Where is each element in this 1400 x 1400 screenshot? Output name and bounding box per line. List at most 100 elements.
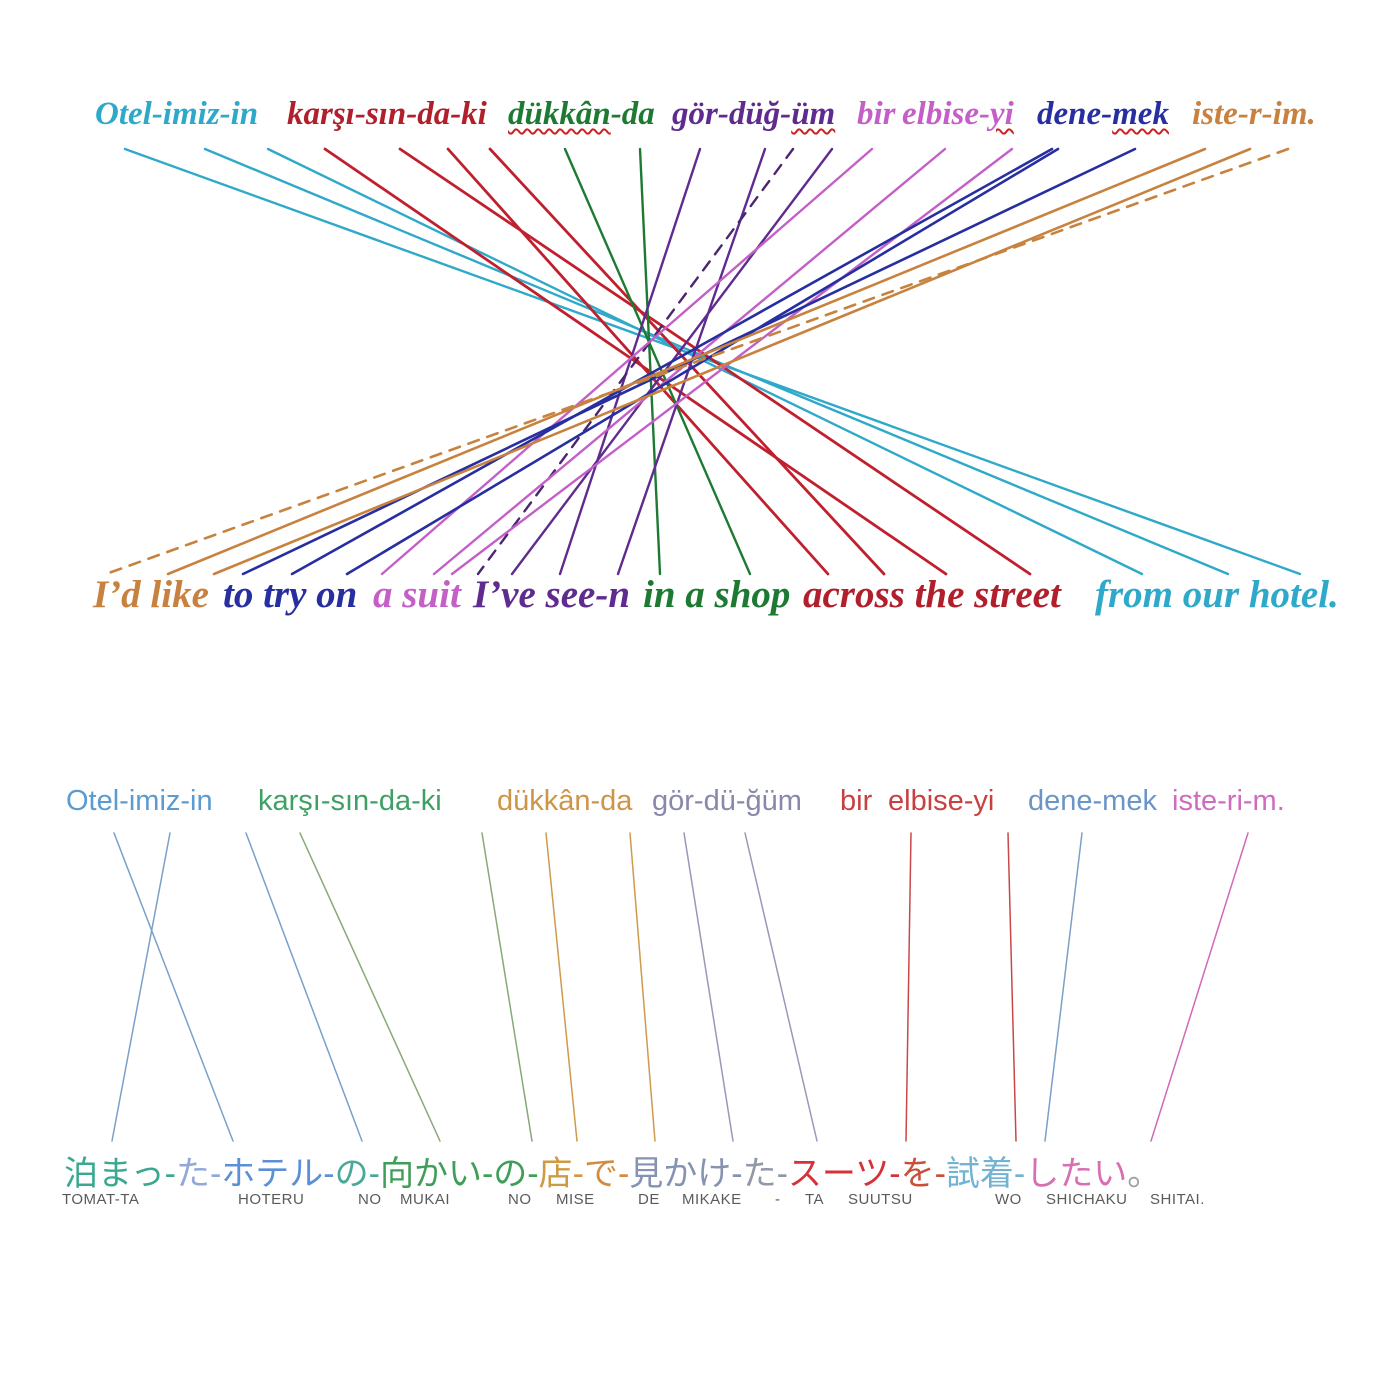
- japanese-hyphen: -: [572, 1155, 584, 1193]
- turkish-word: dükkân-da: [508, 96, 655, 132]
- alignment-line: [638, 147, 662, 576]
- japanese-token: で: [583, 1155, 618, 1193]
- japanese-sentence: 泊まっ-た-ホテル-の-向かい-の-店-で-見かけ-た-スーツ-を-試着-したい…: [64, 1146, 1161, 1195]
- japanese-token: た: [742, 1155, 777, 1193]
- turkish-word: elbise-yi: [888, 785, 995, 818]
- turkish-word-part: Otel-imiz-in: [66, 785, 213, 817]
- english-phrase: I’d like: [93, 573, 209, 617]
- japanese-token: 向かい: [379, 1155, 482, 1193]
- romaji-token: NO: [508, 1191, 532, 1208]
- japanese-token: 。: [1127, 1155, 1162, 1193]
- turkish-word-part: dükkân: [508, 96, 611, 132]
- alignment-line: [683, 832, 734, 1142]
- turkish-word: dene-mek: [1037, 96, 1169, 132]
- alignment-line-dashed: [104, 147, 1290, 576]
- japanese-token: 店: [538, 1155, 573, 1193]
- alignment-line: [113, 832, 234, 1142]
- romaji-token: SUUTSU: [848, 1191, 913, 1208]
- alignment-line: [446, 147, 830, 576]
- japanese-token: の: [334, 1155, 369, 1193]
- romaji-token: NO: [358, 1191, 382, 1208]
- english-phrase-part: I’ve see-n: [473, 573, 631, 616]
- romaji-token: MUKAI: [400, 1191, 451, 1208]
- japanese-hyphen: -: [934, 1155, 946, 1193]
- turkish-word-part: bir: [857, 96, 896, 132]
- english-phrase-part: I’d like: [93, 573, 209, 616]
- romaji-token: SHICHAKU: [1046, 1191, 1128, 1208]
- turkish-word: elbise-yi: [902, 96, 1014, 132]
- japanese-hyphen: -: [731, 1155, 743, 1193]
- turkish-word-part: dükkân-da: [497, 785, 633, 817]
- japanese-hyphen: -: [164, 1155, 176, 1193]
- japanese-hyphen: -: [368, 1155, 380, 1193]
- alignment-line: [1007, 832, 1017, 1142]
- turkish-word: karşı-sın-da-ki: [287, 96, 487, 132]
- japanese-hyphen: -: [889, 1155, 901, 1193]
- english-phrase: from our hotel.: [1095, 573, 1339, 617]
- turkish-word-part: gör-dü-ğüm: [652, 785, 802, 817]
- alignment-line-dashed: [476, 147, 795, 576]
- alignment-line: [563, 147, 752, 576]
- japanese-token: スーツ: [787, 1155, 890, 1193]
- turkish-word-part: bir: [840, 785, 873, 817]
- turkish-word: Otel-imiz-in: [95, 96, 258, 132]
- romaji-token: SHITAI.: [1150, 1191, 1205, 1208]
- english-phrase-part: to try on: [223, 573, 358, 616]
- english-phrase-part: across the street: [803, 573, 1061, 616]
- alignment-line: [212, 147, 1252, 576]
- alignment-line: [166, 147, 1207, 576]
- romaji-token: TA: [805, 1191, 825, 1208]
- turkish-word-part: mek: [1112, 96, 1169, 132]
- alignment-line: [111, 832, 171, 1142]
- turkish-word-part: elbise-: [902, 96, 990, 132]
- japanese-hyphen: -: [776, 1155, 788, 1193]
- romaji-token: MISE: [556, 1191, 595, 1208]
- english-phrase-part: from our hotel.: [1095, 573, 1339, 616]
- turkish-word-part: gör-düğ-: [672, 96, 792, 132]
- alignment-line: [481, 832, 533, 1142]
- japanese-token: 泊まっ: [64, 1155, 165, 1193]
- alignment-line: [1150, 832, 1249, 1142]
- alignment-line: [558, 147, 702, 576]
- japanese-hyphen: -: [481, 1155, 494, 1193]
- turkish-word-part: iste-r-im.: [1192, 96, 1316, 132]
- turkish-word-part: yi: [989, 96, 1014, 132]
- romaji-token: TOMAT-TA: [62, 1191, 140, 1208]
- turkish-word: bir: [857, 96, 896, 132]
- turkish-word: gör-dü-ğüm: [652, 785, 802, 818]
- romaji-token: HOTERU: [238, 1191, 305, 1208]
- turkish-word: Otel-imiz-in: [66, 785, 213, 818]
- japanese-token: た: [175, 1155, 210, 1193]
- turkish-word-part: karşı-sın-da-ki: [258, 785, 442, 817]
- japanese-hyphen: -: [1013, 1155, 1026, 1193]
- japanese-token: 見かけ: [629, 1155, 732, 1193]
- english-phrase: across the street: [803, 573, 1061, 617]
- english-phrase: a suit: [373, 573, 461, 617]
- romaji-token: WO: [995, 1191, 1022, 1208]
- alignment-line: [1044, 832, 1083, 1142]
- turkish-word: iste-r-im.: [1192, 96, 1316, 132]
- turkish-word: dükkân-da: [497, 785, 633, 818]
- japanese-hyphen: -: [527, 1155, 539, 1193]
- japanese-token: 試着: [945, 1155, 1014, 1193]
- turkish-word-part: elbise-yi: [888, 785, 995, 817]
- romaji-token: MIKAKE: [682, 1191, 742, 1208]
- japanese-token: ホテル: [221, 1155, 324, 1193]
- english-phrase-part: in a shop: [643, 573, 791, 616]
- turkish-word: bir: [840, 785, 873, 818]
- turkish-word-part: Otel-imiz-in: [95, 96, 259, 132]
- alignment-line: [345, 147, 1060, 576]
- japanese-token: を: [900, 1155, 935, 1193]
- turkish-word-part: dene-mek: [1028, 785, 1157, 817]
- turkish-word: karşı-sın-da-ki: [258, 785, 442, 818]
- alignment-line: [905, 832, 912, 1142]
- alignment-line: [398, 147, 1032, 576]
- alignment-line: [744, 832, 818, 1142]
- turkish-word-part: -da: [610, 96, 655, 132]
- english-phrase-part: a suit: [373, 573, 461, 616]
- turkish-word-part: iste-ri-m.: [1172, 785, 1285, 817]
- japanese-hyphen: -: [323, 1155, 335, 1193]
- alignment-line: [545, 832, 578, 1142]
